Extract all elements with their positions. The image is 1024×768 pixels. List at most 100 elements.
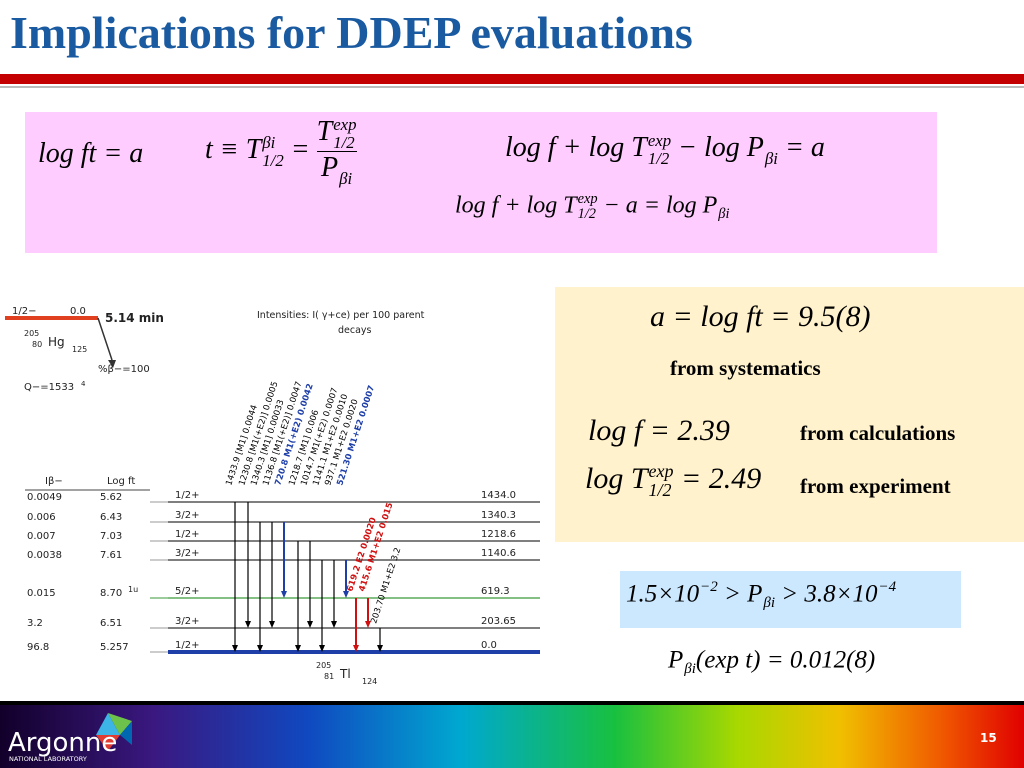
- parent-symbol: Hg: [48, 335, 65, 349]
- script-stack: ​βi: [763, 580, 775, 612]
- i-beta: 96.8: [27, 642, 49, 653]
- i-beta: 3.2: [27, 618, 43, 629]
- equation: log f = 2.39: [588, 414, 730, 448]
- subscript: βi: [339, 168, 353, 188]
- footer: Argonne NATIONAL LABORATORY 15: [0, 701, 1024, 768]
- i-beta: 0.007: [27, 531, 56, 542]
- equation-symbol: T: [316, 116, 333, 148]
- intensity-note: decays: [338, 325, 372, 336]
- equation-text: = 2.49: [673, 462, 762, 495]
- spacer: ​: [763, 580, 775, 596]
- logo-subtitle: NATIONAL LABORATORY: [9, 755, 87, 763]
- level-energy: 1434.0: [481, 490, 516, 501]
- level-spin: 3/2+: [175, 510, 199, 521]
- log-ft: 8.70: [100, 588, 122, 599]
- column-header: Log ft: [107, 476, 135, 487]
- arrow-head: [245, 621, 251, 628]
- superscript: exp: [648, 461, 674, 482]
- script-stack: ​βi: [339, 152, 352, 187]
- decay-scheme: 1/2− 0.0 5.14 min 205 80 Hg 125 %β−=100 Q−=1533 4…: [5, 306, 540, 686]
- q-value: Q−=1533: [24, 382, 74, 393]
- arrow-head: [295, 645, 301, 652]
- arrow-head: [257, 645, 263, 652]
- arrow-head: [307, 621, 313, 628]
- log-ft: 5.257: [100, 642, 129, 653]
- equation-symbol: P: [747, 580, 763, 608]
- parent-mass: 205: [24, 329, 39, 338]
- script-stack: exp 1/2: [577, 191, 598, 223]
- script-stack: exp 1/2: [333, 116, 356, 151]
- equation-text: t ≡: [205, 134, 246, 166]
- equation-text: − log: [671, 132, 747, 164]
- subscript: 1/2: [262, 150, 284, 170]
- i-beta: 0.006: [27, 512, 56, 523]
- equation-text: log ft = a: [38, 138, 144, 169]
- script-stack: exp 1/2: [648, 132, 671, 167]
- equation-symbol: P: [320, 152, 339, 184]
- equation-text: >: [717, 580, 748, 608]
- arrow-head: [343, 591, 349, 598]
- arrow-head: [232, 645, 238, 652]
- equation: a = log ft = 9.5(8): [650, 300, 870, 334]
- subscript: βi: [684, 660, 696, 677]
- source-note: from experiment: [800, 474, 951, 498]
- equation-text: (exp t) = 0.012(8): [695, 646, 876, 674]
- equation-symbol: T: [631, 132, 647, 164]
- superscript: βi: [262, 133, 276, 153]
- level-energy: 619.3: [481, 586, 510, 597]
- superscript: exp: [647, 131, 672, 150]
- spacer: ​: [718, 192, 729, 207]
- equation-text: log f + log: [505, 132, 632, 164]
- equation: 1.5×10−2​ > P​βi > 3.8×10−4 ​: [626, 579, 897, 612]
- script-stack: ​βi: [718, 192, 729, 222]
- spacer: ​: [339, 152, 352, 170]
- subscript: 1/2: [577, 206, 596, 223]
- level-spin: 5/2+: [175, 586, 199, 597]
- script-stack: −2​: [700, 579, 718, 612]
- script-stack: ​βi: [684, 646, 696, 678]
- column-header: Iβ−: [45, 476, 63, 487]
- page-number: 15: [980, 731, 997, 745]
- logo-shape: [96, 713, 120, 735]
- equation-text: 1.5×10: [626, 580, 700, 608]
- level-energy: 1140.6: [481, 548, 516, 559]
- formula-box: [25, 112, 937, 253]
- q-uncertainty: 4: [81, 380, 86, 388]
- source-note: from calculations: [800, 421, 956, 445]
- spacer: ​: [700, 596, 718, 612]
- level-energy: 1218.6: [481, 529, 516, 540]
- equation-text: − a = log: [597, 192, 703, 219]
- subscript: 1/2: [647, 148, 670, 168]
- equation-text: a = log ft = 9.5(8): [650, 300, 871, 333]
- beta-arrow: [97, 317, 113, 361]
- superscript: −4: [878, 579, 897, 595]
- footer-band: [0, 705, 1024, 768]
- logo-shape: [96, 735, 120, 751]
- subscript: 1/2: [648, 480, 672, 501]
- equation-text: > 3.8×10: [775, 580, 878, 608]
- equation-text: log f + log: [455, 192, 564, 219]
- equation-text: log: [585, 462, 631, 495]
- parent-half-life: 5.14 min: [105, 311, 164, 325]
- parent-n: 125: [72, 345, 87, 354]
- title-rule: [0, 74, 1024, 84]
- superscript: exp: [577, 191, 598, 207]
- script-stack: ​βi: [765, 132, 778, 167]
- equation-symbol: T: [563, 192, 577, 219]
- arrow-head: [281, 591, 287, 598]
- logo-text: Argonne: [8, 728, 117, 758]
- log-ft: 6.43: [100, 512, 122, 523]
- arrow-head: [108, 360, 116, 368]
- level-spin: 1/2+: [175, 490, 199, 501]
- logo-shape: [120, 721, 132, 745]
- superscript: exp: [333, 115, 357, 134]
- subscript: 1/2: [333, 132, 355, 152]
- log-ft: 7.03: [100, 531, 122, 542]
- log-ft: 5.62: [100, 492, 122, 503]
- equation: log ft = a: [38, 138, 143, 170]
